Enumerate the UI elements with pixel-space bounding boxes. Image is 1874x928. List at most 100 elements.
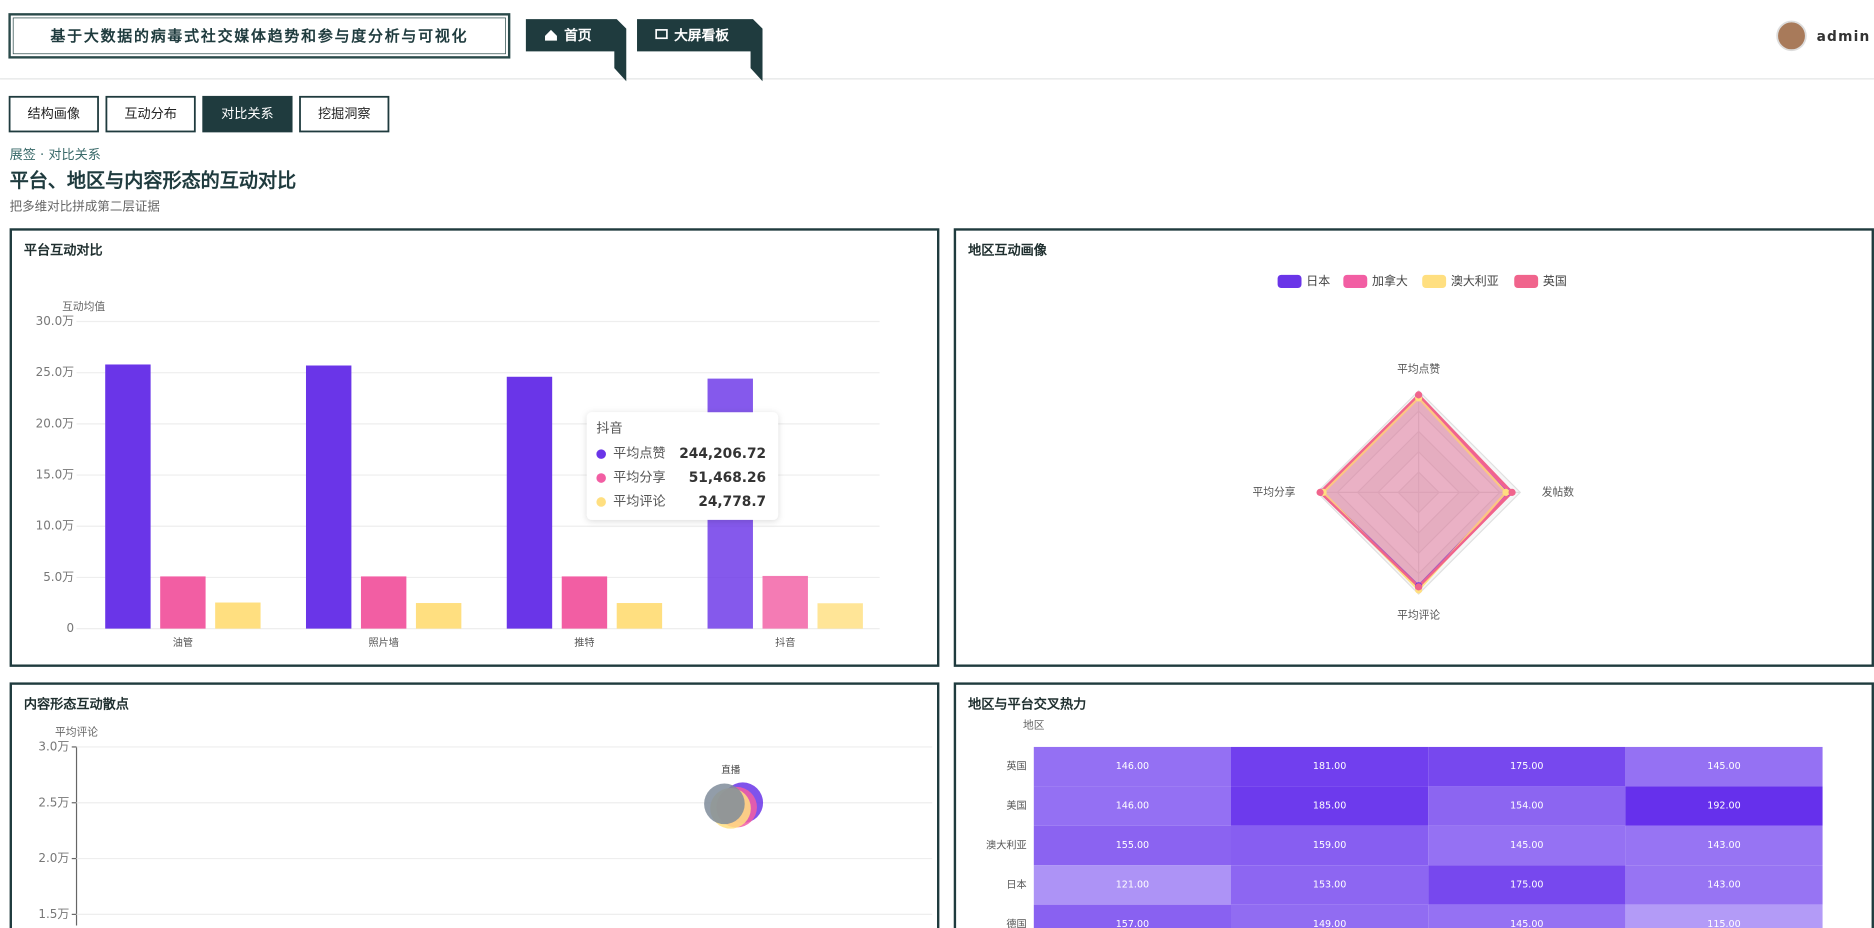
heat-cell[interactable] — [1033, 904, 1231, 928]
heat-cell[interactable] — [1033, 746, 1231, 787]
heat-cell[interactable] — [1428, 865, 1626, 905]
page-subtitle: 把多维对比拼成第二层证据 — [10, 198, 160, 213]
heat-cell[interactable] — [1625, 825, 1823, 866]
bar[interactable] — [506, 376, 553, 629]
bubble-label: 直播 — [721, 764, 741, 776]
heat-cell[interactable] — [1625, 904, 1823, 928]
heat-cell[interactable] — [1230, 746, 1429, 787]
y-axis-name: 地区 — [1023, 718, 1045, 731]
legend-swatch[interactable] — [1277, 274, 1302, 289]
legend-label[interactable]: 澳大利亚 — [1451, 274, 1499, 288]
legend-label[interactable]: 日本 — [1306, 274, 1330, 288]
tooltip-dot — [596, 473, 606, 483]
y-tick-label: 5.0万 — [43, 570, 74, 584]
tab-label[interactable]: 互动分布 — [124, 106, 177, 122]
heat-label: 175.00 — [1510, 761, 1543, 772]
radar-indicator: 平均点赞 — [1397, 362, 1440, 375]
bubble[interactable] — [704, 783, 745, 825]
bar[interactable] — [415, 603, 462, 629]
panel-title: 地区与平台交叉热力 — [968, 696, 1086, 713]
heat-cell[interactable] — [1230, 865, 1429, 905]
tab-label[interactable]: 挖掘洞察 — [318, 106, 371, 122]
tab-label[interactable]: 结构画像 — [28, 106, 80, 122]
heat-cell[interactable] — [1625, 786, 1823, 826]
bar[interactable] — [305, 365, 352, 629]
heat-label: 143.00 — [1707, 879, 1740, 890]
tab[interactable] — [8, 95, 99, 133]
radar-point[interactable] — [1316, 488, 1324, 496]
user-name[interactable]: admin — [1817, 29, 1871, 45]
panel-title: 平台互动对比 — [24, 241, 103, 258]
heat-label: 115.00 — [1707, 919, 1740, 928]
heat-label: 154.00 — [1510, 801, 1543, 812]
bar[interactable] — [616, 603, 663, 629]
heat-cell[interactable] — [1428, 746, 1626, 787]
y-tick-label: 美国 — [1006, 799, 1026, 812]
bar[interactable] — [762, 575, 808, 629]
heat-label: 192.00 — [1707, 801, 1740, 812]
home-icon — [545, 29, 557, 41]
heat-label: 185.00 — [1313, 801, 1346, 812]
radar-point[interactable] — [1508, 488, 1516, 496]
heat-cell[interactable] — [1625, 746, 1823, 787]
screen-icon — [655, 29, 668, 40]
radar-point[interactable] — [1502, 488, 1510, 496]
legend-label[interactable]: 英国 — [1543, 274, 1567, 288]
heat-cell[interactable] — [1230, 904, 1429, 928]
heat-cell[interactable] — [1428, 825, 1626, 866]
legend-swatch[interactable] — [1514, 274, 1539, 289]
heat-cell[interactable] — [1033, 865, 1231, 905]
x-tick-label: 油管 — [173, 636, 193, 649]
nav-screen[interactable] — [637, 19, 763, 82]
heat-cell[interactable] — [1428, 904, 1626, 928]
legend-swatch[interactable] — [1343, 274, 1368, 289]
tab[interactable] — [105, 95, 196, 133]
avatar[interactable] — [1776, 20, 1807, 52]
title-box-inner — [12, 17, 506, 55]
radar-point[interactable] — [1415, 391, 1423, 399]
page-title: 平台、地区与内容形态的互动对比 — [10, 169, 297, 192]
tooltip — [586, 412, 779, 520]
tab-label[interactable]: 对比关系 — [221, 106, 274, 122]
tab[interactable] — [299, 95, 390, 133]
panel-title: 地区互动画像 — [968, 241, 1048, 258]
heat-cell[interactable] — [1230, 825, 1429, 866]
heat-label: 146.00 — [1116, 761, 1149, 772]
y-tick-label: 0 — [67, 621, 75, 635]
tooltip-value: 244,206.72 — [679, 446, 766, 462]
panel-title: 内容形态互动散点 — [24, 696, 129, 713]
bar[interactable] — [160, 576, 206, 629]
nav-label[interactable]: 大屏看板 — [674, 27, 729, 44]
nav-label[interactable]: 首页 — [564, 27, 592, 44]
y-tick-label: 2.0万 — [38, 851, 69, 865]
bar[interactable] — [215, 602, 261, 629]
heat-label: 155.00 — [1116, 840, 1149, 851]
bar[interactable] — [817, 603, 863, 629]
bar[interactable] — [105, 364, 151, 629]
y-axis-name: 平均评论 — [55, 726, 98, 739]
heat-cell[interactable] — [1428, 786, 1626, 826]
tab[interactable] — [202, 95, 293, 133]
y-tick-label: 25.0万 — [36, 365, 75, 379]
tooltip-name: 平均分享 — [613, 469, 666, 486]
y-tick-label: 日本 — [1006, 878, 1026, 891]
heat-cell[interactable] — [1033, 786, 1231, 826]
y-tick-label: 澳大利亚 — [986, 839, 1027, 852]
legend-label[interactable]: 加拿大 — [1372, 273, 1408, 288]
tooltip-name: 平均点赞 — [613, 446, 666, 462]
x-tick-label: 照片墙 — [368, 636, 398, 649]
heat-label: 145.00 — [1510, 919, 1543, 928]
tooltip-dot — [596, 497, 606, 507]
heat-cell[interactable] — [1230, 786, 1429, 826]
y-tick-label: 10.0万 — [36, 519, 75, 533]
radar-point[interactable] — [1415, 583, 1423, 591]
bar[interactable] — [561, 576, 608, 629]
heat-cell[interactable] — [1033, 825, 1231, 866]
heat-label: 159.00 — [1313, 840, 1346, 851]
y-tick-label: 德国 — [1006, 917, 1026, 928]
y-tick-label: 20.0万 — [36, 416, 75, 430]
heat-cell[interactable] — [1625, 865, 1823, 905]
legend-swatch[interactable] — [1422, 274, 1447, 289]
bar[interactable] — [360, 576, 407, 629]
